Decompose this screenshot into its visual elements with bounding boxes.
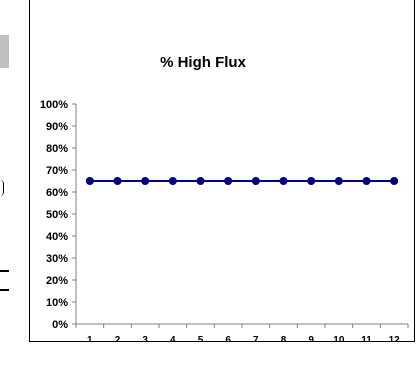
line-chart: % High Flux 0% 10% 20% 30% 40% 50% 60% 70% 80% 90… [40,54,409,346]
side-underline-mark-2 [0,289,9,291]
y-tick-label: 90% [46,121,68,133]
x-tick-label: 9 [308,335,314,342]
data-point [279,177,288,185]
data-point [307,177,316,185]
y-tick-label: 40% [46,231,68,243]
x-tick-label: 12 [389,335,401,342]
x-tick-label: 10 [333,335,345,342]
x-tick-label: 3 [142,335,148,342]
y-tick-label: 100% [40,99,68,111]
data-point [168,177,177,185]
y-tick-label: 30% [46,253,68,265]
side-underline-mark [0,270,9,272]
y-tick-label: 70% [46,165,68,177]
side-panel-tab [0,35,9,68]
chart-title: % High Flux [160,54,246,71]
y-tick-label: 0% [52,319,68,331]
x-tick-label: 11 [361,335,372,342]
data-point [334,177,343,185]
x-tick-label: 4 [170,335,176,342]
data-point [224,177,233,185]
chart-container: % High Flux 0% 10% 20% 30% 40% 50% 60% 70% 80% 90… [29,0,415,346]
data-point [390,177,399,185]
y-tick-label: 20% [46,275,68,287]
data-point [141,177,150,185]
plot-area: 0%10%20%30%40%50%60%70%80%90%100%1 2 3 4 5 6 7… [40,99,409,346]
data-point [362,177,371,185]
x-tick-label: 5 [198,335,204,342]
x-tick-label: 1 [87,335,93,342]
x-tick-label: 7 [253,335,259,342]
x-tick-label: 2 [115,335,121,342]
y-tick-label: 10% [46,297,68,309]
data-point [85,177,94,185]
x-tick-label: 8 [281,335,287,342]
y-tick-label: 80% [46,143,68,155]
y-tick-label: 60% [46,187,68,199]
data-point [251,177,260,185]
data-point [113,177,122,185]
side-bracket-mark [0,180,4,196]
x-tick-label: 6 [225,335,231,342]
data-point [196,177,205,185]
y-tick-label: 50% [46,209,68,221]
